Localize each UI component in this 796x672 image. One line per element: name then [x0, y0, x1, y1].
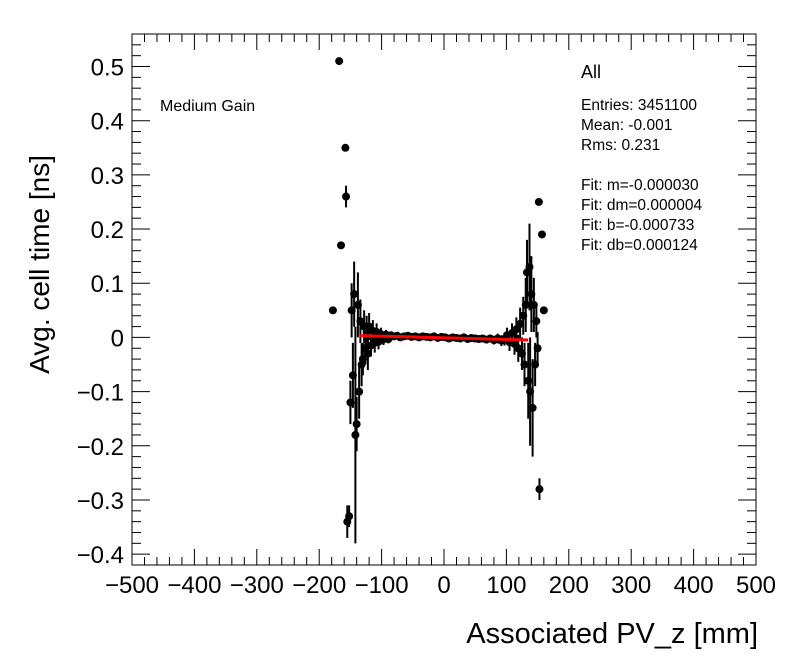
- stats-fit-db: Fit: db=0.000124: [581, 237, 698, 254]
- data-point: [328, 306, 337, 315]
- gain-annotation: Medium Gain: [160, 98, 256, 115]
- x-tick-label: −400: [167, 572, 221, 599]
- data-point: [537, 230, 546, 239]
- x-tick-label: −100: [355, 572, 409, 599]
- data-point: [528, 359, 537, 457]
- axis-ticks: −500 −400 −300 −200 −100 0 100 200 300 400 500 −0.4…: [77, 33, 776, 599]
- point-marker: [350, 290, 359, 299]
- stats-box: All Entries: 3451100 Mean: -0.001 Rms: 0…: [581, 62, 702, 256]
- data-point: [350, 261, 359, 327]
- data-point: [345, 505, 354, 528]
- point-marker: [532, 317, 541, 326]
- point-marker: [539, 306, 548, 315]
- point-marker: [345, 512, 354, 521]
- x-tick-label: −500: [105, 572, 159, 599]
- stats-entries: Entries: 3451100: [581, 97, 698, 114]
- data-point: [533, 332, 542, 365]
- point-marker: [355, 387, 364, 396]
- data-point: [363, 337, 372, 370]
- point-marker: [328, 306, 337, 315]
- data-point: [342, 185, 351, 208]
- stats-title: All: [581, 62, 602, 82]
- data-point: [516, 307, 525, 341]
- fit-line-group: [359, 334, 529, 342]
- point-marker: [528, 403, 537, 412]
- point-marker: [516, 319, 525, 328]
- x-tick-label: 200: [549, 572, 589, 599]
- y-tick-label: −0.1: [77, 380, 124, 407]
- stats-fit-m: Fit: m=-0.000030: [581, 177, 699, 194]
- data-point: [532, 304, 541, 338]
- point-marker: [335, 57, 344, 66]
- plot-frame: [131, 33, 757, 566]
- point-marker: [352, 420, 361, 429]
- point-marker: [337, 241, 346, 250]
- stats-fit-dm: Fit: dm=0.000004: [581, 197, 703, 214]
- x-tick-label: −300: [230, 572, 284, 599]
- data-point: [335, 57, 344, 66]
- y-tick-label: −0.3: [77, 488, 124, 515]
- x-tick-label: 500: [736, 572, 776, 599]
- point-marker: [535, 485, 544, 494]
- y-tick-label: 0.1: [91, 271, 124, 298]
- point-marker: [363, 349, 372, 358]
- point-marker: [537, 230, 546, 239]
- data-point: [534, 197, 543, 206]
- x-tick-label: 0: [437, 572, 450, 599]
- y-tick-label: 0.4: [91, 109, 124, 136]
- data-points: [328, 57, 548, 544]
- point-marker: [342, 192, 351, 201]
- point-marker: [341, 143, 350, 152]
- point-marker: [351, 430, 360, 439]
- data-point: [535, 478, 544, 500]
- data-point: [520, 342, 529, 387]
- point-marker: [520, 360, 529, 369]
- x-tick-label: 400: [674, 572, 714, 599]
- y-tick-label: −0.4: [77, 542, 124, 569]
- fit-line: [359, 334, 529, 342]
- y-tick-label: 0.5: [91, 55, 124, 82]
- point-marker: [534, 197, 543, 206]
- point-marker: [533, 344, 542, 353]
- data-point: [539, 306, 548, 315]
- y-tick-label: −0.2: [77, 434, 124, 461]
- y-tick-label: 0.2: [91, 217, 124, 244]
- data-point: [352, 397, 361, 452]
- x-axis-label: Associated PV_z [mm]: [466, 618, 758, 650]
- stats-rms: Rms: 0.231: [581, 137, 661, 154]
- stats-mean: Mean: -0.001: [581, 117, 673, 134]
- x-tick-label: 100: [486, 572, 526, 599]
- x-tick-label: −200: [292, 572, 346, 599]
- x-tick-label: 300: [611, 572, 651, 599]
- y-tick-label: 0: [111, 325, 124, 352]
- stats-fit-b: Fit: b=-0.000733: [581, 217, 695, 234]
- data-point: [337, 241, 346, 250]
- data-point: [341, 143, 350, 152]
- data-point: [355, 364, 364, 419]
- y-tick-label: 0.3: [91, 163, 124, 190]
